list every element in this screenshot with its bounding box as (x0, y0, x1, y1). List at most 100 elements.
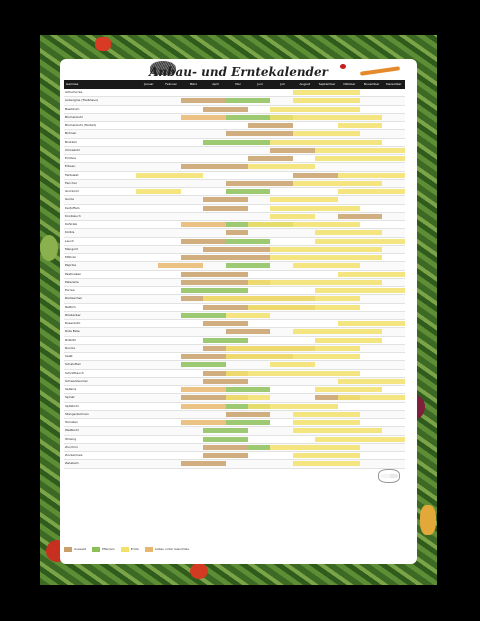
season-bar (180, 288, 248, 294)
calendar-row: Rhabarber (64, 311, 405, 320)
calendar-row: Weißkohl (64, 427, 405, 436)
season-bar (337, 213, 383, 219)
calendar-row: Lauch (64, 238, 405, 246)
legend-item: Pflanzen (91, 546, 115, 552)
legend-swatch (64, 546, 72, 552)
season-bar (203, 444, 248, 450)
vegetable-label: Spinat (65, 395, 75, 400)
season-bar (180, 222, 226, 228)
calendar-row: Basilikum (64, 106, 405, 114)
season-bar (203, 436, 248, 442)
calendar-poster: Anbau- und Erntekalender Gemüse Januar F… (40, 35, 437, 585)
calendar-row: Endivie (64, 155, 405, 164)
vegetable-label: Zwiebeln (65, 461, 79, 466)
calendar-row: Petersilie (64, 278, 405, 287)
season-bar (337, 123, 383, 129)
season-bar (337, 321, 405, 327)
season-bar (180, 238, 226, 244)
season-bar (203, 246, 271, 252)
season-bar (315, 147, 405, 153)
vegetable-label: Zucchini (65, 444, 78, 449)
calendar-row: Blumenkohl (64, 113, 405, 122)
vegetable-label: Pastinaken (65, 271, 82, 276)
vegetable-label: Schwarzwurzel (65, 378, 88, 383)
season-bar (180, 420, 226, 426)
vegetable-label: Erbsen (65, 164, 76, 169)
calendar-row: Spinat (64, 394, 405, 403)
season-bar (292, 461, 360, 467)
vegetable-label: Brokkoli (65, 139, 77, 144)
vegetable-label: Fenchel (65, 180, 77, 185)
calendar-row: Wirsing (64, 436, 405, 444)
calendar-row: Radieschen (64, 295, 405, 304)
vegetable-label: Kohlrabi (65, 222, 78, 226)
season-bar (248, 444, 271, 450)
season-bar (292, 263, 360, 269)
season-bar (270, 114, 383, 120)
vegetable-label: Salat (65, 354, 73, 358)
season-bar (337, 189, 405, 195)
vegetable-label: Stangenbohnen (65, 411, 89, 416)
season-bar (270, 205, 360, 211)
month-header-cell: September (318, 82, 336, 86)
month-header-cell: August (299, 82, 311, 86)
vegetable-label: Schalotten (65, 362, 82, 367)
calendar-row: Mangold (64, 245, 405, 254)
season-bar (203, 321, 248, 327)
calendar-grid: Artischocke Aubergine (Treibhaus) Basiliku… (64, 89, 405, 469)
season-bar (292, 180, 383, 186)
month-header-cell: Februar (165, 82, 177, 86)
calendar-row: Chinakohl (64, 146, 405, 155)
month-header: Gemüse Januar Februar März April Mai Jun… (64, 80, 405, 89)
calendar-row: Schwarzwurzel (64, 377, 405, 386)
season-bar (248, 156, 293, 162)
season-bar (225, 403, 271, 409)
season-bar (203, 139, 271, 145)
legend-item: Aussaat (64, 546, 86, 552)
season-bar (203, 337, 248, 343)
season-bar (292, 420, 360, 426)
season-bar (270, 444, 360, 450)
season-bar (315, 387, 383, 393)
season-bar (203, 197, 248, 203)
calendar-row: Tomaten (64, 419, 405, 428)
season-bar (292, 411, 360, 417)
legend-item: Anbau unter Glas/Vlies (144, 546, 189, 552)
calendar-row: Porree (64, 287, 405, 296)
season-bar (180, 403, 226, 409)
season-bar (337, 271, 405, 277)
legend-item: Ernte (120, 546, 139, 552)
vegetable-label: Knoblauch (65, 213, 81, 218)
month-header-cell: Juni (257, 82, 263, 86)
month-header-cell: Dezember (386, 82, 402, 86)
vegetable-label: Gurke (65, 197, 74, 202)
season-bar (337, 378, 405, 384)
season-bar (315, 156, 405, 162)
calendar-sheet: Anbau- und Erntekalender Gemüse Januar F… (60, 59, 417, 564)
calendar-row: Rote Bete (64, 328, 405, 337)
legend-swatch (91, 546, 100, 552)
pepper-illustration (95, 37, 111, 51)
season-bar (270, 213, 316, 219)
season-bar (225, 238, 271, 244)
page-title: Anbau- und Erntekalender (149, 65, 328, 79)
legend-label: Anbau unter Glas/Vlies (154, 547, 189, 551)
season-bar (270, 197, 338, 203)
vegetable-label: Basilikum (65, 106, 80, 111)
vegetable-label: Weißkohl (65, 428, 79, 433)
season-bar (292, 131, 360, 137)
season-bar (225, 329, 271, 335)
season-bar (225, 420, 271, 426)
season-bar (292, 172, 338, 178)
season-bar (225, 370, 360, 376)
vegetable-label: Radieschen (65, 296, 83, 301)
label-column-header: Gemüse (66, 82, 79, 86)
season-bar (225, 131, 293, 137)
season-bar (270, 362, 316, 368)
ladybug-illustration (340, 64, 346, 69)
calendar-row: Stangenbohnen (64, 410, 405, 419)
season-bar (180, 98, 226, 104)
vegetable-label: Feldsalat (65, 172, 79, 177)
season-bar (292, 428, 383, 434)
vegetable-label: Kartoffeln (65, 205, 80, 210)
